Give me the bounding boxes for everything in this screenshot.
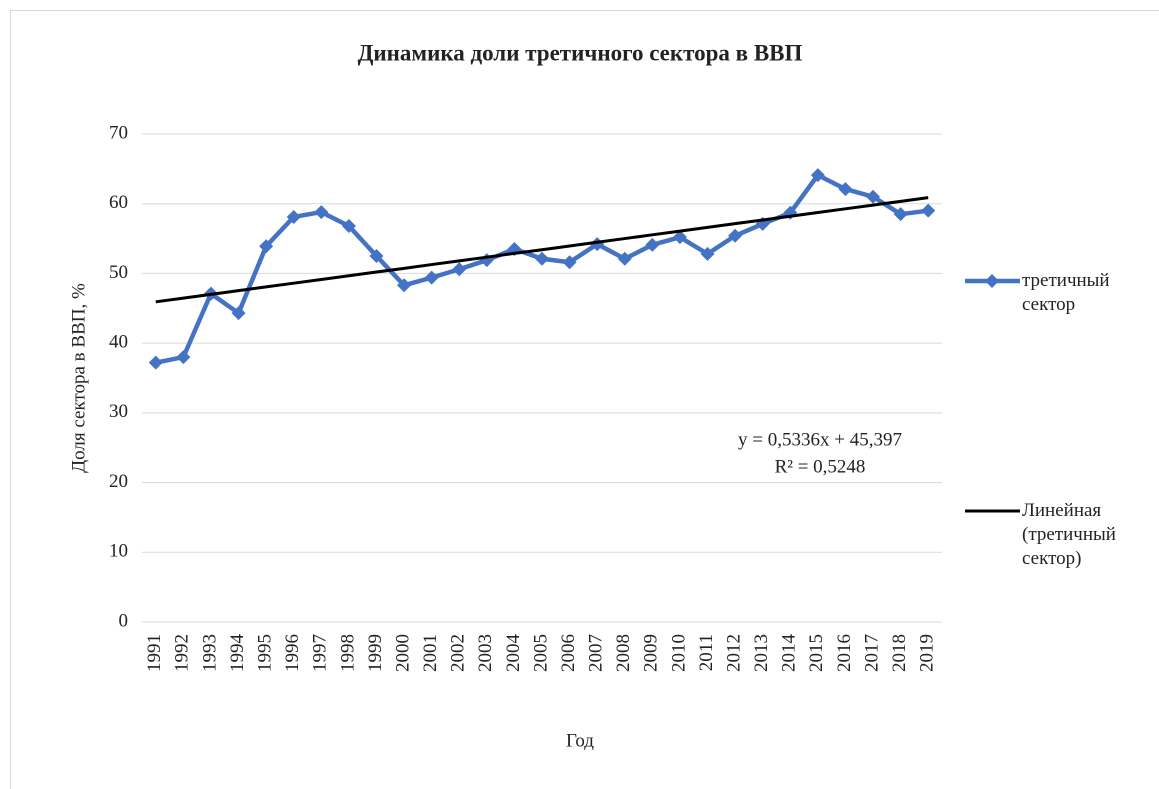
x-tick-label: 2005 — [530, 634, 551, 672]
y-axis-label: Доля сектора в ВВП, % — [68, 283, 89, 473]
data-point — [672, 230, 687, 245]
legend-marker — [985, 274, 999, 288]
x-tick-label: 2015 — [806, 634, 827, 672]
x-tick-label: 1997 — [310, 634, 331, 672]
data-point — [810, 168, 825, 183]
y-tick-label: 20 — [109, 471, 128, 492]
x-axis-label: Год — [566, 730, 594, 751]
x-tick-label: 2019 — [917, 634, 938, 672]
x-tick-label: 1992 — [172, 634, 193, 672]
x-tick-label: 2013 — [751, 634, 772, 672]
data-point — [176, 350, 191, 365]
x-tick-label: 2017 — [861, 634, 882, 672]
legend-label: третичный сектор — [1022, 270, 1110, 315]
x-tick-label: 1995 — [254, 634, 275, 672]
data-point — [535, 251, 549, 266]
data-point — [893, 207, 908, 222]
trend-line — [155, 196, 929, 304]
data-point — [397, 278, 412, 293]
data-point — [838, 182, 853, 197]
y-tick-label: 60 — [109, 192, 128, 213]
x-tick-label: 1996 — [282, 634, 303, 672]
x-tick-label: 2010 — [668, 634, 689, 672]
x-tick-label: 2003 — [475, 634, 496, 672]
data-point — [231, 306, 246, 321]
data-point — [700, 246, 715, 261]
data-point — [286, 209, 301, 224]
x-tick-label: 2002 — [448, 634, 469, 672]
chart-title: Динамика доли третичного сектора в ВВП — [358, 40, 803, 65]
data-point — [562, 255, 577, 270]
y-tick-label: 70 — [109, 122, 128, 143]
x-tick-label: 2006 — [558, 634, 579, 672]
y-tick-label: 30 — [109, 401, 128, 422]
data-point — [259, 239, 274, 254]
trend-r2: R² = 0,5248 — [775, 456, 866, 477]
x-tick-label: 2014 — [779, 634, 800, 673]
x-tick-label: 2012 — [723, 634, 744, 672]
data-point — [921, 203, 936, 218]
x-tick-label: 2016 — [834, 634, 855, 672]
x-tick-label: 2000 — [392, 634, 413, 672]
data-point — [341, 219, 356, 234]
y-tick-label: 0 — [119, 610, 129, 631]
data-point — [645, 237, 660, 252]
data-point — [369, 249, 384, 263]
x-tick-label: 2009 — [641, 634, 662, 672]
x-tick-label: 1998 — [337, 634, 358, 672]
data-point — [314, 205, 329, 220]
x-tick-label: 1993 — [199, 634, 220, 672]
x-tick-label: 1999 — [365, 634, 386, 672]
x-tick-label: 1994 — [227, 634, 248, 673]
data-point — [424, 270, 439, 285]
data-point — [728, 228, 743, 243]
y-tick-label: 50 — [109, 262, 128, 283]
y-tick-label: 40 — [109, 332, 128, 353]
data-point — [148, 355, 163, 370]
data-point — [866, 189, 881, 204]
x-tick-label: 2018 — [889, 634, 910, 672]
x-tick-label: 2008 — [613, 634, 634, 672]
x-tick-label: 1991 — [144, 634, 165, 672]
x-tick-label: 2007 — [586, 634, 607, 672]
data-point — [452, 262, 467, 277]
chart-border — [10, 10, 1159, 789]
y-tick-label: 10 — [109, 541, 128, 562]
data-point — [617, 251, 632, 266]
trend-equation: y = 0,5336x + 45,397 — [738, 429, 902, 450]
legend-label: Линейная (третичный сектор) — [1022, 500, 1116, 569]
x-tick-label: 2001 — [420, 634, 441, 672]
x-tick-label: 2004 — [503, 634, 524, 673]
x-tick-label: 2011 — [696, 634, 717, 671]
